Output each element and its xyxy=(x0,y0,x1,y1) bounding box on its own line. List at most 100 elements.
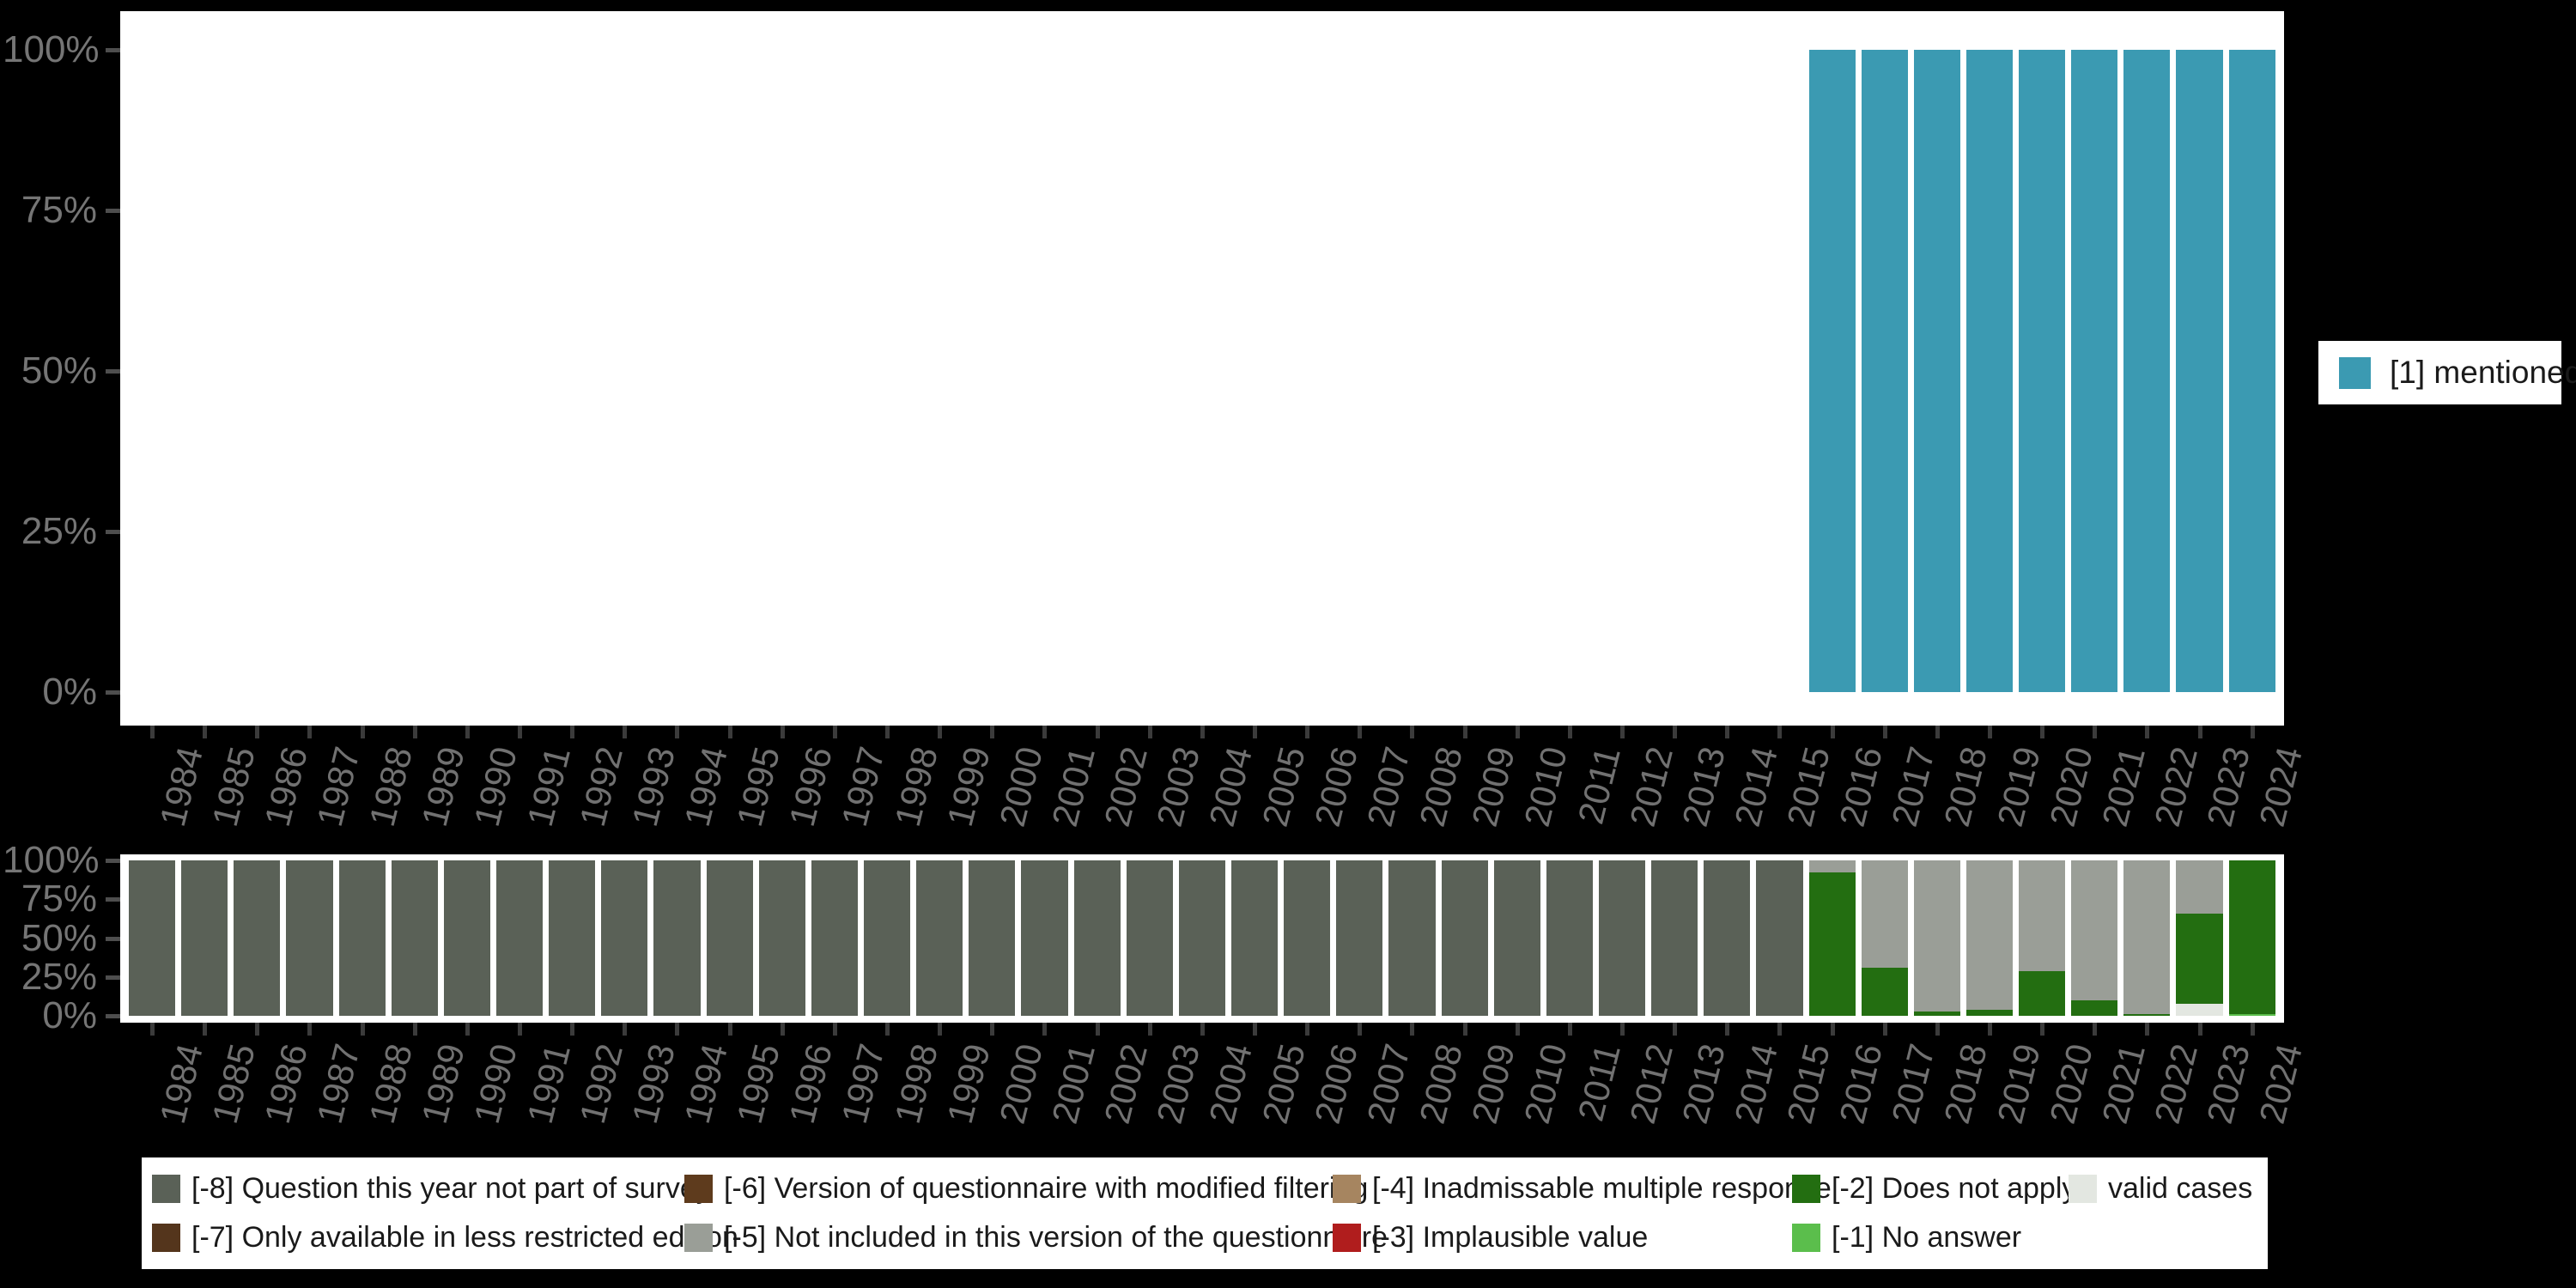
top-bar-slot-1995 xyxy=(707,50,753,692)
x-tick xyxy=(1620,1023,1625,1036)
y-tick-label: 25% xyxy=(21,956,97,998)
bar-segment--5-2021 xyxy=(2071,860,2118,1000)
x-slot-2024: 2024 xyxy=(2229,1023,2310,1151)
top-bar-slot-2005 xyxy=(1231,50,1278,692)
legend-swatch--7 xyxy=(152,1224,180,1252)
bottom-bar-slot-1994 xyxy=(653,860,701,1016)
y-tick-row: 75% xyxy=(0,877,120,921)
top-bar-slot-2020 xyxy=(2019,50,2066,692)
mentioned-legend-label: [1] mentioned xyxy=(2390,355,2576,390)
x-slot-2021: 2021 xyxy=(2071,726,2153,854)
legend-label--3: [-3] Implausible value xyxy=(1372,1221,1649,1254)
x-tick xyxy=(570,726,575,738)
top-bar-slot-2008 xyxy=(1388,50,1435,692)
top-bar-slot-2004 xyxy=(1179,50,1225,692)
x-slot-2019: 2019 xyxy=(1966,726,2048,854)
y-tick-mark xyxy=(106,859,120,863)
legend-swatch--5 xyxy=(684,1224,713,1252)
top-bar-slot-2014 xyxy=(1704,50,1750,692)
bar-segment-valid-2023 xyxy=(2176,1003,2223,1016)
x-tick xyxy=(675,1023,680,1036)
top-bar-slot-2013 xyxy=(1651,50,1698,692)
y-tick-label: 0% xyxy=(42,671,97,713)
y-tick-label: 25% xyxy=(21,510,97,552)
y-tick-row: 0% xyxy=(0,993,120,1038)
x-slot-1995: 1995 xyxy=(707,1023,787,1151)
x-tick xyxy=(1253,726,1258,738)
bottom-bar-slot-1989 xyxy=(391,860,438,1016)
bar-segment--8-1985 xyxy=(181,860,228,1016)
x-slot-2004: 2004 xyxy=(1179,1023,1260,1151)
mentioned-bar-2019 xyxy=(1965,50,2014,692)
bar-segment--8-2002 xyxy=(1073,860,1121,1016)
bottom-bar-slot-1991 xyxy=(495,860,544,1016)
y-tick-mark xyxy=(106,530,120,534)
x-slot-2010: 2010 xyxy=(1494,1023,1575,1151)
mentioned-bar-2021 xyxy=(2071,50,2118,692)
y-tick-row: 25% xyxy=(0,509,120,554)
bottom-bar-slot-1986 xyxy=(234,860,281,1016)
y-tick-mark xyxy=(106,1014,120,1018)
bottom-bar-slot-2019 xyxy=(1965,860,2014,1016)
x-tick xyxy=(990,726,995,738)
x-tick xyxy=(1567,726,1572,738)
bottom-bar-slot-2007 xyxy=(1336,860,1383,1016)
x-slot-1991: 1991 xyxy=(496,726,578,854)
x-slot-2007: 2007 xyxy=(1336,1023,1418,1151)
x-tick xyxy=(2093,1023,2098,1036)
x-tick xyxy=(1987,726,1992,738)
legend-swatch--4 xyxy=(1333,1175,1361,1203)
top-bar-slot-2015 xyxy=(1756,50,1802,692)
y-tick-label: 75% xyxy=(21,878,97,920)
bar-segment--8-2008 xyxy=(1388,860,1436,1016)
bottom-bar-slot-2011 xyxy=(1546,860,1593,1016)
top-bar-slot-1989 xyxy=(392,50,438,692)
bar-segment--5-2023 xyxy=(2176,860,2223,914)
x-slot-2019: 2019 xyxy=(1966,1023,2048,1151)
year-label-2024: 2024 xyxy=(2251,1040,2311,1128)
bottom-bar-slot-1984 xyxy=(129,860,176,1016)
x-slot-2000: 2000 xyxy=(969,726,1050,854)
x-tick xyxy=(2145,726,2150,738)
bottom-chart-x-slots: 1984 1985 1986 1987 1988 1989 1990 1991 1992 1993… xyxy=(120,1023,2310,1151)
top-bar-slot-2021 xyxy=(2071,50,2118,692)
x-slot-2020: 2020 xyxy=(2019,1023,2100,1151)
x-tick xyxy=(1830,726,1835,738)
top-bar-slot-1991 xyxy=(496,50,543,692)
x-slot-2017: 2017 xyxy=(1862,726,1942,854)
bar-segment--8-2001 xyxy=(1021,860,1068,1016)
top-chart-legend: [1] mentioned xyxy=(2318,341,2576,404)
legend-item--2: [-2] Does not apply xyxy=(1792,1172,2076,1206)
x-slot-2009: 2009 xyxy=(1442,726,1522,854)
x-slot-2018: 2018 xyxy=(1914,726,1995,854)
legend-swatch--2 xyxy=(1792,1175,1820,1203)
x-tick xyxy=(1305,726,1310,738)
bottom-chart-x-axis: 1984 1985 1986 1987 1988 1989 1990 1991 1992 1993… xyxy=(120,1023,2310,1151)
bottom-bar-slot-1987 xyxy=(286,860,333,1016)
x-tick xyxy=(518,1023,523,1036)
top-bar-slot-2001 xyxy=(1021,50,1067,692)
bar-segment--2-2022 xyxy=(2123,1014,2171,1016)
x-slot-2000: 2000 xyxy=(969,1023,1050,1151)
x-tick xyxy=(990,1023,995,1036)
bar-segment--2-2016 xyxy=(1808,872,1856,1016)
x-tick xyxy=(2145,1023,2150,1036)
x-tick xyxy=(675,726,680,738)
top-bar-slot-1990 xyxy=(444,50,490,692)
x-slot-1999: 1999 xyxy=(916,1023,998,1151)
x-tick xyxy=(1200,1023,1205,1036)
top-bar-slot-2018 xyxy=(1913,50,1960,692)
x-slot-1996: 1996 xyxy=(759,726,840,854)
x-tick xyxy=(623,726,628,738)
x-slot-2021: 2021 xyxy=(2071,1023,2153,1151)
legend-label-valid: valid cases xyxy=(2108,1172,2253,1205)
bottom-bar-slot-2017 xyxy=(1861,860,1908,1016)
top-bar-slot-2016 xyxy=(1808,50,1856,692)
legend-label--2: [-2] Does not apply xyxy=(1832,1172,2077,1205)
bar-segment--5-2022 xyxy=(2123,860,2171,1015)
y-tick-label: 100% xyxy=(3,839,100,881)
bar-segment--8-1988 xyxy=(338,860,386,1016)
top-bar-slot-2007 xyxy=(1336,50,1382,692)
y-tick-row: 50% xyxy=(0,349,120,393)
bar-segment--8-1994 xyxy=(653,860,701,1016)
